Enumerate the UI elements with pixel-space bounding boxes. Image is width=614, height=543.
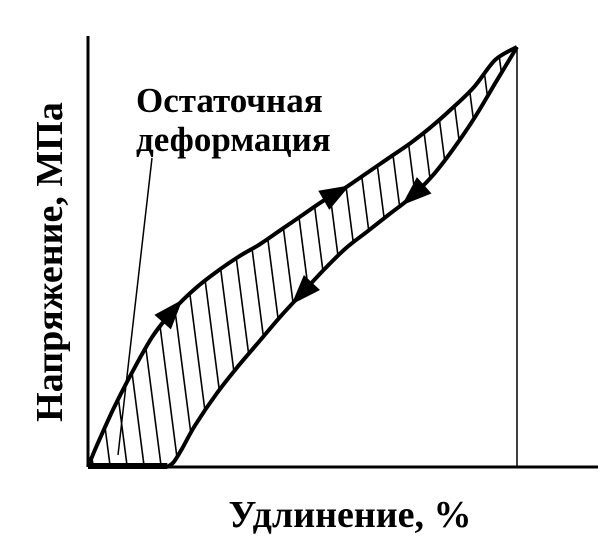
y-axis-title: Напряжение, МПа (29, 102, 71, 422)
hatch-line (526, 0, 596, 543)
loading-curve (86, 45, 519, 468)
loading-direction-arrow (318, 185, 350, 210)
unloading-direction-arrow (291, 275, 320, 305)
hatch-line (321, 47, 393, 467)
hatch-line (560, 0, 614, 543)
hatch-line (88, 47, 138, 467)
hatch-line (372, 47, 444, 467)
hatch-line (0, 0, 18, 543)
hatch-line (594, 0, 614, 543)
hatch-line (543, 0, 613, 543)
hatch-line (389, 47, 461, 467)
annotation-leader-line (117, 157, 153, 456)
loading-direction-arrow (154, 299, 183, 330)
hatch-line (577, 0, 614, 543)
annotation-line-2: деформация (136, 120, 331, 159)
unloading-direction-arrow (401, 177, 432, 206)
hatch-line (88, 47, 121, 467)
hatch-line (491, 47, 517, 467)
hatch-line (355, 47, 427, 467)
hatch-line (508, 47, 517, 467)
unloading-curve (166, 45, 519, 469)
hatch-line (406, 47, 478, 467)
hatch-line (338, 47, 410, 467)
hatch-line (423, 47, 495, 467)
annotation-line-1: Остаточная (136, 81, 323, 120)
hatch-line (474, 47, 517, 467)
x-axis-title: Удлинение, % (228, 494, 471, 536)
hatch-line (0, 0, 1, 543)
